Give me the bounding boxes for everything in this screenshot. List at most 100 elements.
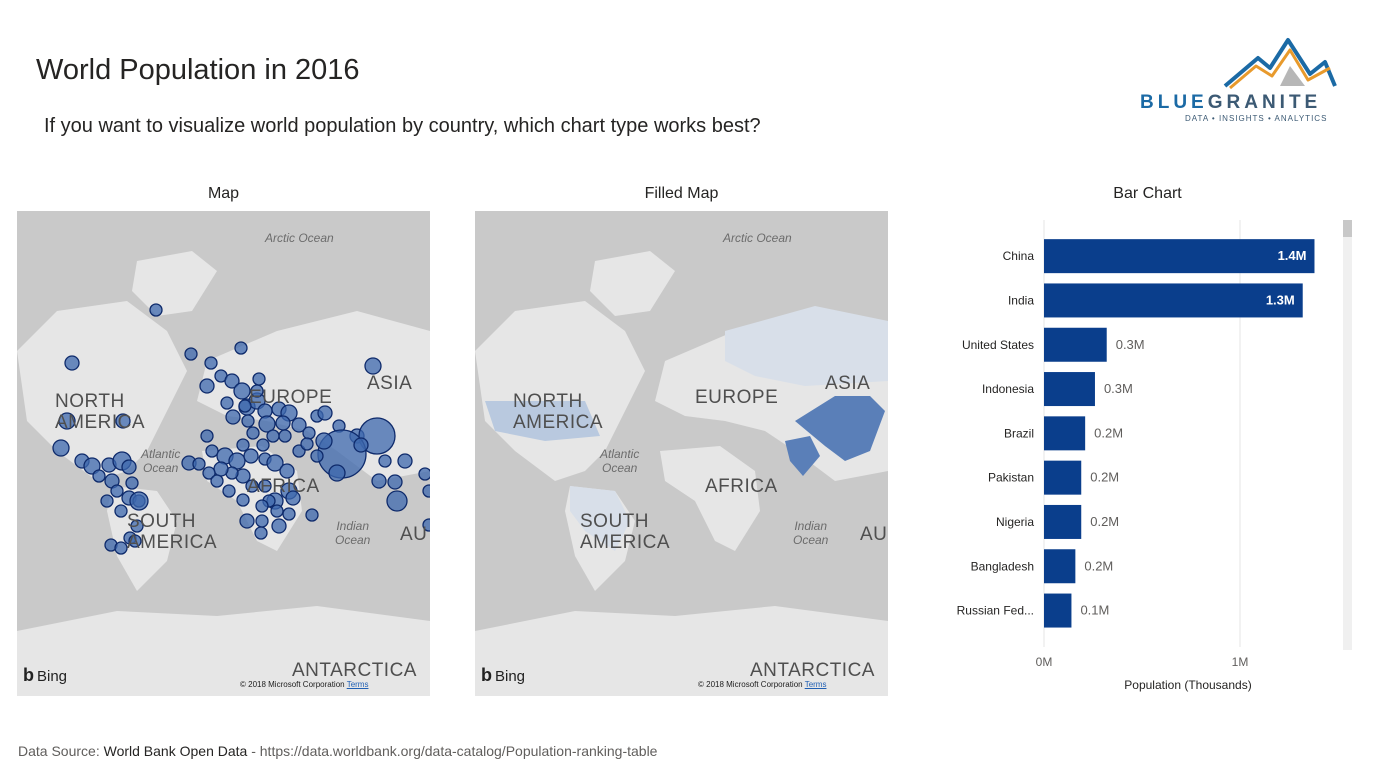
population-bubble[interactable] xyxy=(243,448,259,464)
population-bubble[interactable] xyxy=(92,469,106,483)
population-bubble[interactable] xyxy=(275,415,291,431)
population-bubble[interactable] xyxy=(241,414,255,428)
population-bubble[interactable] xyxy=(199,378,215,394)
population-bubble[interactable] xyxy=(252,372,266,386)
population-bubble[interactable] xyxy=(315,432,333,450)
population-bubble[interactable] xyxy=(285,490,301,506)
population-bubble[interactable] xyxy=(258,479,272,493)
population-bubble[interactable] xyxy=(121,459,137,475)
brazil-region xyxy=(570,486,630,551)
population-bubble[interactable] xyxy=(364,357,382,375)
population-bubble[interactable] xyxy=(353,437,369,453)
population-bubble[interactable] xyxy=(266,429,280,443)
population-bubble[interactable] xyxy=(270,504,284,518)
data-source-footer: Data Source: World Bank Open Data - http… xyxy=(18,743,658,759)
population-bubble[interactable] xyxy=(83,457,101,475)
population-bubble[interactable] xyxy=(254,526,268,540)
population-bubble[interactable] xyxy=(205,444,219,458)
population-bubble[interactable] xyxy=(378,454,392,468)
population-bubble[interactable] xyxy=(52,439,70,457)
population-bubble[interactable] xyxy=(255,514,269,528)
population-bubble[interactable] xyxy=(129,491,149,511)
population-bubble[interactable] xyxy=(234,341,248,355)
population-bubble[interactable] xyxy=(100,494,114,508)
data-label: 0.2M xyxy=(1084,558,1113,573)
population-bubble[interactable] xyxy=(184,347,198,361)
population-bubble[interactable] xyxy=(266,454,284,472)
population-bubble[interactable] xyxy=(422,518,430,532)
population-bubble[interactable] xyxy=(246,426,260,440)
terms-link[interactable]: Terms xyxy=(346,680,369,689)
population-bubble[interactable] xyxy=(64,355,80,371)
russia-region xyxy=(725,306,888,386)
population-bubble[interactable] xyxy=(114,504,128,518)
population-bubble[interactable] xyxy=(422,484,430,498)
scrollbar-track[interactable] xyxy=(1343,220,1352,650)
population-bubble[interactable] xyxy=(238,399,252,413)
population-bubble[interactable] xyxy=(130,519,144,533)
bar-4[interactable] xyxy=(1044,416,1086,451)
population-bubble[interactable] xyxy=(233,382,251,400)
population-bubble[interactable] xyxy=(302,426,316,440)
category-label: India xyxy=(1008,293,1034,307)
bar-7[interactable] xyxy=(1044,549,1076,584)
scrollbar-thumb[interactable] xyxy=(1343,220,1352,237)
population-bubble[interactable] xyxy=(279,463,295,479)
population-bubble[interactable] xyxy=(250,384,264,398)
population-bubble[interactable] xyxy=(387,474,403,490)
bar-5[interactable] xyxy=(1044,460,1082,495)
bar-3[interactable] xyxy=(1044,372,1095,407)
population-bubble[interactable] xyxy=(371,473,387,489)
population-bubble[interactable] xyxy=(239,513,255,529)
arctic-ocean-label: Arctic Ocean xyxy=(265,231,334,245)
population-bubble[interactable] xyxy=(256,438,270,452)
population-bubble[interactable] xyxy=(397,453,413,469)
population-bubble[interactable] xyxy=(200,429,214,443)
population-bubble[interactable] xyxy=(386,490,408,512)
population-bubble[interactable] xyxy=(255,499,269,513)
category-label: Brazil xyxy=(1004,426,1034,440)
bar-2[interactable] xyxy=(1044,327,1107,362)
population-bubble[interactable] xyxy=(258,415,276,433)
filled-map[interactable]: Arctic Ocean NORTH AMERICA EUROPE ASIA AF… xyxy=(475,211,888,696)
population-bubble[interactable] xyxy=(204,356,218,370)
population-bubble[interactable] xyxy=(128,534,142,548)
population-bubble[interactable] xyxy=(300,437,314,451)
population-bubble[interactable] xyxy=(271,518,287,534)
population-bubble[interactable] xyxy=(282,507,296,521)
bubble-map[interactable]: Arctic Ocean NORTH AMERICA EUROPE ASIA AF… xyxy=(17,211,430,696)
population-bubble[interactable] xyxy=(210,474,224,488)
bar-6[interactable] xyxy=(1044,504,1082,539)
population-bubble[interactable] xyxy=(225,409,241,425)
population-bubble[interactable] xyxy=(192,457,206,471)
population-bubble[interactable] xyxy=(222,484,236,498)
population-bubble[interactable] xyxy=(236,493,250,507)
population-bubble[interactable] xyxy=(310,449,324,463)
population-bubble[interactable] xyxy=(149,303,163,317)
population-bubble[interactable] xyxy=(125,476,139,490)
population-bubble[interactable] xyxy=(418,467,430,481)
population-bubble[interactable] xyxy=(328,464,346,482)
terms-link[interactable]: Terms xyxy=(804,680,827,689)
population-bubble[interactable] xyxy=(115,413,131,429)
population-bubble[interactable] xyxy=(236,438,250,452)
population-bubble[interactable] xyxy=(291,417,307,433)
bar-1[interactable] xyxy=(1044,283,1303,318)
data-source-name[interactable]: World Bank Open Data xyxy=(103,743,248,759)
population-bubble[interactable] xyxy=(278,429,292,443)
population-bubble[interactable] xyxy=(213,461,229,477)
atlantic-ocean-label: Atlantic Ocean xyxy=(600,447,640,475)
bar-0[interactable] xyxy=(1044,239,1315,274)
population-bubble[interactable] xyxy=(110,484,124,498)
population-bubble[interactable] xyxy=(245,479,259,493)
population-bubble[interactable] xyxy=(114,541,128,555)
population-bubble[interactable] xyxy=(220,396,234,410)
bar-chart[interactable]: China 1.4M India 1.3M United States 0.3M Indon… xyxy=(940,215,1355,695)
population-bubble[interactable] xyxy=(58,412,76,430)
population-bubble[interactable] xyxy=(202,466,216,480)
population-bubble[interactable] xyxy=(317,405,333,421)
category-label: Nigeria xyxy=(996,515,1034,529)
population-bubble[interactable] xyxy=(305,508,319,522)
bar-8[interactable] xyxy=(1044,593,1072,628)
population-bubble[interactable] xyxy=(224,373,240,389)
